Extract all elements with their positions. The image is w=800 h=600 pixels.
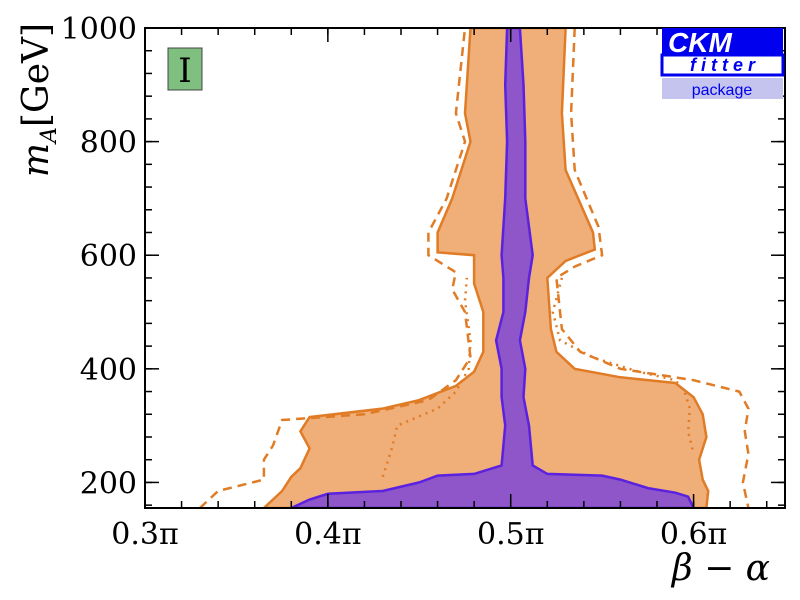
orange-dotted-right — [551, 277, 695, 455]
orange-region-solid — [262, 28, 710, 508]
y-tick-label: 600 — [80, 239, 137, 274]
svg-text:CKM: CKM — [668, 27, 732, 58]
plot-frame — [144, 27, 786, 509]
svg-text:package: package — [692, 82, 753, 99]
x-tick-labels: 0.3π 0.4π 0.5π 0.6π — [111, 517, 727, 552]
x-tick-label: 0.3π — [111, 517, 178, 552]
svg-text:I: I — [178, 51, 191, 91]
orange-dashed-left — [199, 28, 472, 508]
y-axis-title: mA[GeV] — [16, 23, 62, 177]
x-tick-label: 0.6π — [660, 517, 727, 552]
svg-text:fitter: fitter — [690, 55, 760, 75]
x-tick-label: 0.5π — [477, 517, 544, 552]
ckmfitter-logo: CKM fitter package — [660, 27, 785, 99]
confidence-regions — [199, 28, 750, 508]
x-axis-title: β − α — [670, 548, 770, 589]
x-tick-label: 0.4π — [294, 517, 361, 552]
orange-dotted-left — [381, 277, 472, 478]
y-tick-label: 800 — [80, 126, 137, 161]
y-tick-label: 200 — [80, 466, 137, 501]
orange-dashed-right — [555, 28, 750, 508]
y-tick-label: 400 — [80, 353, 137, 388]
y-tick-labels: 200 400 600 800 1000 — [61, 12, 137, 501]
purple-region-solid — [290, 28, 695, 508]
panel-label: I — [167, 47, 203, 91]
y-tick-label: 1000 — [61, 12, 137, 47]
